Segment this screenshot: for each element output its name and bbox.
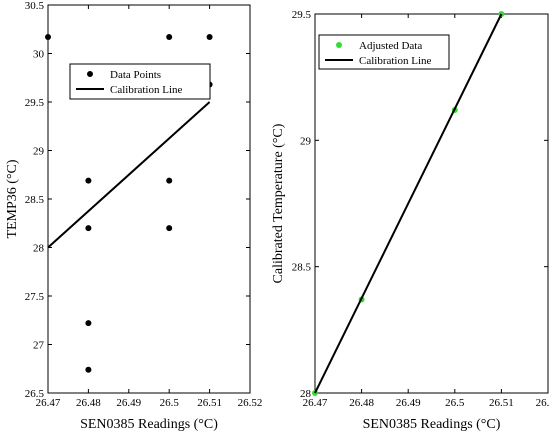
x-tick-label: 26.5	[445, 397, 465, 409]
legend: Data Points Calibration Line	[69, 63, 211, 100]
legend-box	[318, 34, 450, 70]
x-tick-label: 26.48	[349, 397, 374, 409]
y-tick-label: 26.5	[25, 388, 45, 400]
data-points-point	[166, 225, 173, 232]
x-tick-label: 26.47	[36, 397, 61, 409]
y-tick-label: 28.5	[25, 194, 45, 206]
legend-box	[69, 63, 211, 100]
x-tick-label: 26.47	[303, 397, 328, 409]
x-axis-label: SEN0385 Readings (°C)	[80, 417, 218, 432]
legend-entry: Data Points	[110, 69, 161, 81]
data-points-point	[45, 34, 51, 41]
legend-entry: Adjusted Data	[359, 40, 422, 52]
y-tick-label: 30.5	[25, 0, 45, 12]
y-tick-label: 28	[33, 243, 45, 255]
calibration-line-line	[47, 101, 211, 249]
data-points-point	[206, 34, 213, 41]
y-tick-label: 29.5	[25, 97, 45, 109]
y-tick-label: 27.5	[25, 291, 45, 303]
y-tick-label: 29	[33, 146, 45, 158]
plot-frame	[47, 4, 251, 394]
y-tick-label: 29	[300, 135, 312, 147]
legend-marker-swatch	[87, 71, 93, 77]
data-points-point	[85, 177, 92, 184]
x-tick-label: 26.49	[116, 397, 141, 409]
data-points-point	[166, 177, 173, 184]
x-tick-label: 26.51	[197, 397, 222, 409]
legend-marker-swatch	[336, 42, 342, 48]
x-tick-label: 26.48	[76, 397, 101, 409]
x-tick-label: 26.5	[160, 397, 180, 409]
y-axis-label: TEMP36 (°C)	[5, 159, 20, 238]
y-tick-label: 29.5	[292, 9, 312, 21]
data-points-point	[85, 225, 92, 232]
x-axis-label: SEN0385 Readings (°C)	[363, 417, 501, 432]
y-tick-label: 30	[33, 49, 45, 61]
x-tick-label: 26.52	[238, 397, 263, 409]
legend: Adjusted Data Calibration Line	[318, 34, 450, 70]
y-tick-label: 27	[33, 340, 45, 352]
x-tick-label: 26.49	[396, 397, 421, 409]
y-tick-label: 28.5	[292, 262, 312, 274]
data-points-point	[85, 320, 92, 327]
x-tick-label: 26.51	[489, 397, 514, 409]
x-tick-label: 26.52	[536, 397, 550, 409]
chart-panel-2: 26.47 26.48 26.49 26.5 26.51 26.52 28 28.5 29 29.…	[271, 9, 550, 432]
calibration-line-line	[314, 13, 503, 394]
data-points-point	[166, 34, 173, 41]
plot-frame	[314, 13, 549, 394]
chart-panel-1: 26.47 26.48 26.49 26.5 26.51 26.52 26.5 27 27.5 2…	[5, 0, 262, 432]
legend-entry: Calibration Line	[110, 84, 183, 96]
y-tick-label: 28	[300, 388, 312, 400]
legend-entry: Calibration Line	[359, 55, 432, 67]
y-axis-label: Calibrated Temperature (°C)	[271, 123, 286, 283]
data-points-point	[85, 366, 92, 373]
